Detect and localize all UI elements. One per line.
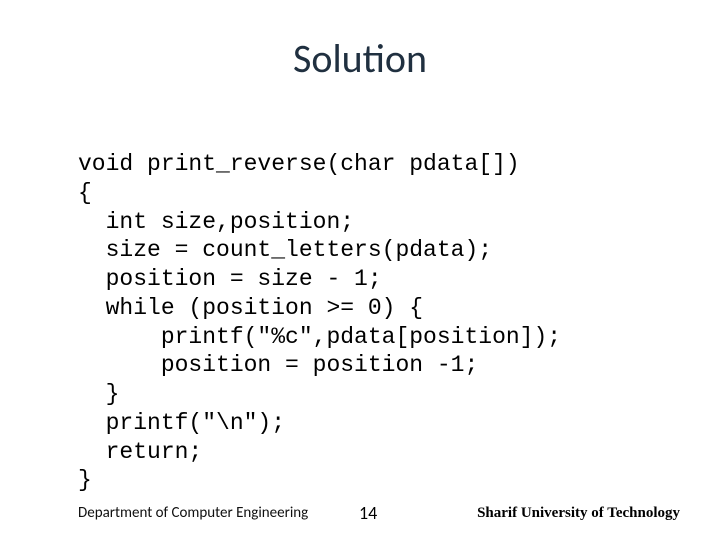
code-line: position = position -1;: [78, 352, 478, 378]
code-line: {: [78, 180, 92, 206]
code-block: void print_reverse(char pdata[]) { int s…: [78, 150, 680, 495]
code-line: return;: [78, 439, 202, 465]
slide-title: Solution: [0, 34, 720, 83]
code-line: while (position >= 0) {: [78, 295, 423, 321]
code-line: size = count_letters(pdata);: [78, 237, 492, 263]
footer: Department of Computer Engineering 14 Sh…: [78, 504, 680, 522]
code-line: printf("\n");: [78, 410, 285, 436]
slide: Solution void print_reverse(char pdata[]…: [0, 0, 720, 540]
code-line: }: [78, 467, 92, 493]
code-line: position = size - 1;: [78, 266, 382, 292]
code-line: void print_reverse(char pdata[]): [78, 151, 520, 177]
code-line: }: [78, 381, 119, 407]
footer-university: Sharif University of Technology: [477, 505, 680, 522]
code-line: printf("%c",pdata[position]);: [78, 324, 561, 350]
code-line: int size,position;: [78, 209, 354, 235]
page-number: 14: [359, 502, 377, 524]
footer-department: Department of Computer Engineering: [78, 504, 308, 522]
